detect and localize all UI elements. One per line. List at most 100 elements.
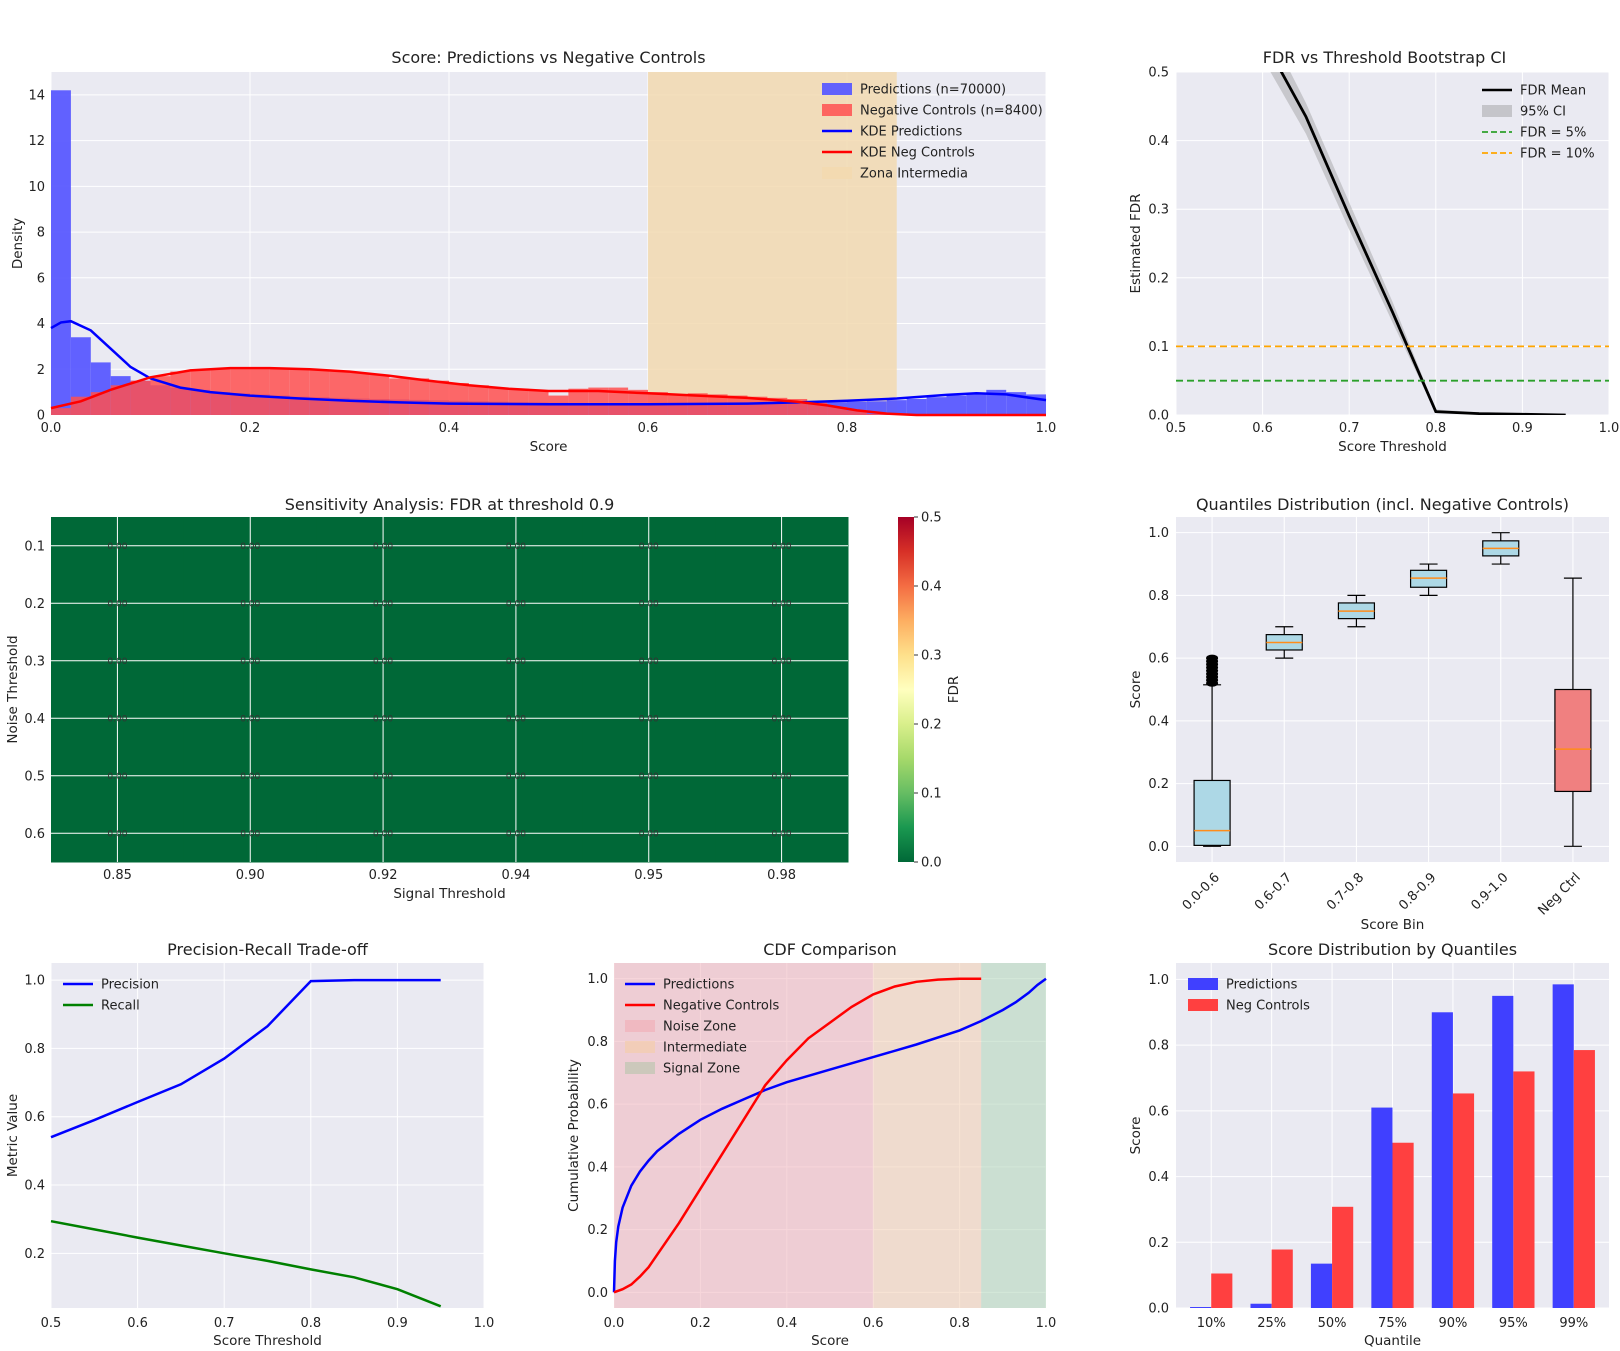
- boxplot-ytick-label-2: 0.4: [1148, 714, 1169, 729]
- bars-ytick-label-3: 0.6: [1148, 1104, 1169, 1119]
- histogram-xlabel: Score: [530, 439, 568, 455]
- heatmap-cell-label-r4-c0: 0.00: [107, 772, 127, 782]
- cdf-xtick-label-1: 0.2: [690, 1316, 711, 1331]
- predictions-bin-44: [926, 397, 947, 415]
- fdr-panel-background: [1176, 72, 1609, 415]
- box-body: [1193, 779, 1231, 846]
- colorbar: [898, 517, 914, 862]
- neg-controls-bin-35: [747, 396, 768, 415]
- neg-controls-bin-9: [230, 369, 250, 415]
- box-3: [1409, 563, 1448, 597]
- box-body: [1554, 688, 1592, 793]
- cdf-ytick-label-5: 1.0: [587, 972, 608, 987]
- heatmap-xtick-label-2: 0.92: [369, 868, 398, 883]
- colorbar-label: FDR: [946, 676, 962, 704]
- heatmap-cell-label-r2-c4: 0.00: [639, 657, 659, 667]
- fdr-ytick-label-0: 0.0: [1148, 409, 1169, 424]
- bars-xlabel: Quantile: [1364, 1333, 1421, 1349]
- colorbar-tick-label-3: 0.3: [921, 649, 942, 664]
- neg-quantile-bar-1: [1271, 1249, 1293, 1308]
- boxplot-xlabel: Score Bin: [1361, 917, 1425, 933]
- precision-line: [50, 978, 441, 1139]
- bars-xtick-label-4: 90%: [1438, 1316, 1467, 1331]
- neg-controls-bin-15: [349, 372, 370, 415]
- neg-quantile-bar-5: [1513, 1071, 1535, 1308]
- histogram-xtick-label-4: 0.8: [837, 421, 858, 436]
- kde-neg-controls-line: [50, 366, 1046, 417]
- heatmap-cell-label-r2-c5: 0.00: [772, 657, 792, 667]
- heatmap-cell-label-r1-c5: 0.00: [772, 599, 792, 609]
- cdf-zone-2: [981, 963, 1046, 1308]
- predictions-bin-45: [946, 395, 967, 415]
- cdf-ytick-label-4: 0.8: [587, 1035, 608, 1050]
- boxplot-xtick-label-0: 0.0-0.6: [1180, 870, 1223, 913]
- legend-kde-predictions-label: KDE Predictions: [860, 125, 962, 140]
- legend-noise-zone-swatch: [625, 1020, 655, 1032]
- legend-95ci-label: 95% CI: [1520, 105, 1566, 120]
- boxplot-xtick-label-3: 0.8-0.9: [1396, 870, 1439, 913]
- heatmap-cell-label-r0-c0: 0.00: [107, 542, 127, 552]
- predictions-bin-48: [1006, 392, 1027, 415]
- precision-recall-panel-background: [51, 963, 484, 1308]
- quantile-bars-panel: Score Distribution by Quantiles 10% 25% 50%…: [1128, 940, 1609, 1349]
- cdf-ylabel: Cumulative Probability: [566, 1059, 582, 1212]
- bars-xtick-label-3: 75%: [1378, 1316, 1407, 1331]
- histogram-ytick-label-7: 14: [28, 88, 45, 103]
- fdr-xlabel: Score Threshold: [1338, 439, 1447, 455]
- fdr-mean-line: [1279, 72, 1566, 415]
- kde-predictions-line: [50, 319, 1047, 406]
- heatmap-cell-label-r0-c5: 0.00: [772, 542, 792, 552]
- box-2: [1337, 594, 1376, 628]
- pr-xlabel: Score Threshold: [213, 1333, 322, 1349]
- neg-controls-bin-3: [110, 385, 131, 415]
- heatmap-cell-label-r4-c2: 0.00: [373, 772, 393, 782]
- heatmap-xtick-label-0: 0.85: [103, 868, 132, 883]
- predictions-bin-0: [51, 90, 71, 415]
- bars-ytick-label-5: 1.0: [1148, 973, 1169, 988]
- legend-recall-label: Recall: [101, 999, 140, 1014]
- heatmap-xtick-label-4: 0.95: [634, 868, 663, 883]
- heatmap-panel: 0.00 0.00 0.00 0.00 0.00 0.000.00 0.00 0.00 0.00…: [5, 495, 962, 902]
- heatmap-cell-label-r0-c3: 0.00: [506, 542, 526, 552]
- bars-ytick-label-2: 0.4: [1148, 1170, 1169, 1185]
- heatmap-cell-label-r5-c1: 0.00: [240, 829, 260, 839]
- heatmap-xtick-label-1: 0.90: [236, 868, 265, 883]
- heatmap-cell-label-r5-c4: 0.00: [639, 829, 659, 839]
- predictions-bin-1: [70, 337, 91, 415]
- neg-controls-bin-11: [269, 368, 290, 415]
- cdf-xtick-label-5: 1.0: [1036, 1316, 1057, 1331]
- cdf-xtick-label-2: 0.4: [776, 1316, 797, 1331]
- fdr-xtick-label-0: 0.5: [1166, 421, 1187, 436]
- pred-quantile-bar-3: [1371, 1107, 1393, 1308]
- fdr-ytick-label-5: 0.5: [1148, 66, 1169, 81]
- neg-controls-bin-18: [409, 378, 430, 415]
- legend-intermediate-label: Intermediate: [663, 1041, 747, 1056]
- cdf-ytick-label-0: 0.0: [587, 1286, 608, 1301]
- boxplot-xtick-label-5: Neg Ctrl: [1535, 870, 1583, 918]
- heatmap-title: Sensitivity Analysis: FDR at threshold 0…: [285, 495, 615, 514]
- legend-fdr-mean-label: FDR Mean: [1520, 84, 1586, 99]
- neg-controls-bin-16: [369, 374, 390, 415]
- boxplot-xtick-label-1: 0.6-0.7: [1252, 870, 1295, 913]
- neg-controls-bin-22: [488, 387, 509, 415]
- legend-neg-controls-swatch: [822, 104, 852, 116]
- pr-ytick-label-3: 0.8: [24, 1042, 45, 1057]
- histogram-ytick-label-3: 6: [37, 271, 45, 286]
- heatmap-cell-label-r5-c3: 0.00: [506, 829, 526, 839]
- colorbar-tick-label-0: 0.0: [921, 856, 942, 871]
- fdr-panel: FDR vs Threshold Bootstrap CI 0.5 0.6 0.7 0.…: [1128, 48, 1619, 455]
- recall-line: [50, 1219, 442, 1308]
- heatmap-cell-label-r2-c0: 0.00: [107, 657, 127, 667]
- heatmap-ytick-label-3: 0.4: [24, 712, 45, 727]
- legend-bars-predictions-label: Predictions: [1226, 978, 1298, 993]
- heatmap-cell-label-r3-c5: 0.00: [772, 714, 792, 724]
- heatmap-cell-label-r2-c2: 0.00: [373, 657, 393, 667]
- heatmap-xtick-label-5: 0.98: [767, 868, 796, 883]
- legend-cdf-predictions-label: Predictions: [663, 978, 735, 993]
- legend-fdr-5-label: FDR = 5%: [1520, 126, 1586, 141]
- neg-controls-bin-2: [90, 392, 111, 415]
- pr-title: Precision-Recall Trade-off: [167, 940, 369, 959]
- cdf-panel: CDF Comparison 0.0 0.2 0.4 0.6 0.8 1.0 0.0 0.2 0.…: [566, 940, 1056, 1349]
- neg-quantile-bar-2: [1332, 1206, 1354, 1308]
- heatmap-cell-label-r2-c3: 0.00: [506, 657, 526, 667]
